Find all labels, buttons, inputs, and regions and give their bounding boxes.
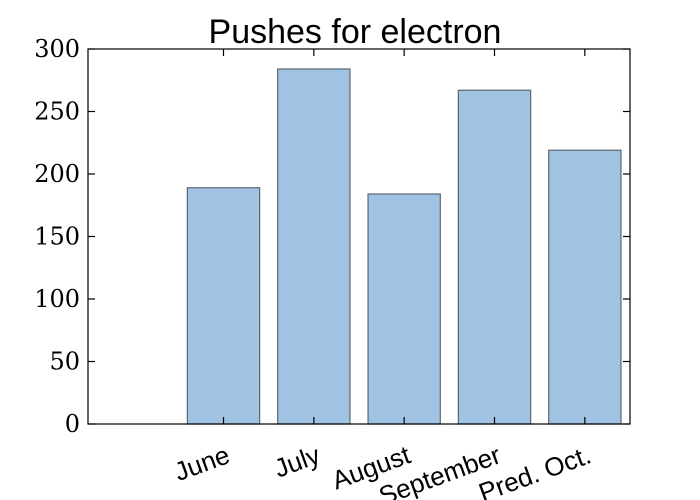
bar-june	[186, 187, 261, 425]
y-tick-label: 50	[49, 348, 80, 376]
bar-pred-oct	[548, 149, 622, 425]
x-tick-label: June	[170, 439, 233, 486]
y-tick-label: 150	[34, 223, 80, 251]
y-tick-label: 250	[34, 98, 80, 126]
ticks-layer	[88, 48, 630, 425]
chart-title: Pushes for electron	[209, 13, 502, 51]
y-tick-label: 200	[34, 160, 80, 188]
x-tick-label: July	[270, 439, 324, 483]
bar-august	[367, 193, 441, 425]
bar-september	[457, 89, 532, 425]
y-tick-label: 0	[65, 410, 80, 438]
y-axis-tick-labels: 0 50 100 150 200 250 300	[34, 35, 80, 438]
y-tick-label: 100	[34, 285, 80, 313]
bars-layer	[186, 68, 622, 425]
bar-july	[277, 68, 351, 425]
y-tick-label: 300	[34, 35, 80, 63]
